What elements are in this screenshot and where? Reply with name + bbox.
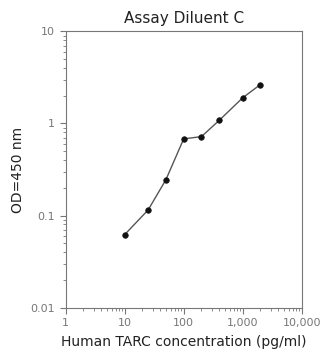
Title: Assay Diluent C: Assay Diluent C <box>124 11 244 26</box>
Y-axis label: OD=450 nm: OD=450 nm <box>11 126 25 212</box>
X-axis label: Human TARC concentration (pg/ml): Human TARC concentration (pg/ml) <box>61 335 306 349</box>
